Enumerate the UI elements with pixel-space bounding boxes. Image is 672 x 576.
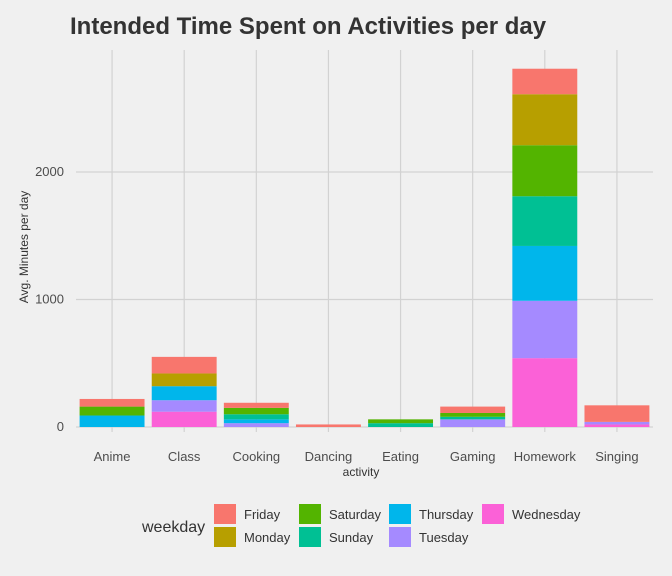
bar-segment: [79, 406, 145, 416]
bar-segment: [512, 358, 578, 427]
legend-label: Monday: [244, 530, 291, 545]
bar-segment: [368, 423, 434, 427]
bar-segment: [223, 407, 289, 415]
legend-swatch: [482, 504, 504, 524]
y-tick-label: 1000: [35, 292, 64, 307]
x-tick-label: Anime: [94, 449, 131, 464]
x-tick-label: Homework: [514, 449, 577, 464]
bar-segment: [584, 424, 650, 427]
legend-label: Wednesday: [512, 507, 581, 522]
bar-segment: [151, 356, 217, 374]
bar-segment: [440, 412, 506, 417]
bar-segment: [79, 415, 145, 427]
legend-label: Thursday: [419, 507, 474, 522]
bar-segment: [368, 419, 434, 424]
x-tick-label: Dancing: [305, 449, 353, 464]
x-tick-label: Class: [168, 449, 201, 464]
bar-segment: [151, 386, 217, 401]
bar-segment: [512, 145, 578, 197]
legend-swatch: [214, 504, 236, 524]
legend-swatch: [299, 527, 321, 547]
bar-segment: [512, 94, 578, 146]
bar-segment: [151, 373, 217, 387]
legend: weekday Friday Monday Saturday Sunday Thursd…: [141, 504, 581, 547]
bar-segment: [223, 402, 289, 408]
bar-segment: [223, 414, 289, 420]
bar-segment: [440, 416, 506, 420]
bars: [79, 68, 650, 427]
legend-title: weekday: [141, 519, 205, 536]
x-tick-label: Eating: [382, 449, 419, 464]
bar-segment: [512, 196, 578, 246]
bar-segment: [223, 419, 289, 424]
bar-segment: [295, 424, 361, 427]
bar-segment: [79, 398, 145, 407]
chart-title: Intended Time Spent on Activities per da…: [70, 13, 547, 40]
bar-segment: [584, 421, 650, 425]
bar-segment: [440, 419, 506, 427]
legend-label: Saturday: [329, 507, 382, 522]
x-tick-label: Gaming: [450, 449, 496, 464]
legend-swatch: [389, 504, 411, 524]
legend-swatch: [214, 527, 236, 547]
bar-segment: [151, 411, 217, 427]
tick-labels: 0 1000 2000 Anime Class Cooking Dancing Eating G…: [35, 164, 639, 464]
bar-segment: [512, 68, 578, 95]
y-tick-label: 0: [57, 419, 64, 434]
x-tick-label: Singing: [595, 449, 638, 464]
x-axis-title: activity: [343, 465, 380, 479]
legend-swatch: [389, 527, 411, 547]
legend-label: Tuesday: [419, 530, 469, 545]
y-axis-title: Avg. Minutes per day: [17, 191, 31, 304]
x-tick-label: Cooking: [232, 449, 280, 464]
legend-swatch: [299, 504, 321, 524]
bar-segment: [223, 423, 289, 427]
legend-label: Sunday: [329, 530, 374, 545]
y-tick-label: 2000: [35, 164, 64, 179]
legend-label: Friday: [244, 507, 281, 522]
bar-segment: [151, 400, 217, 412]
bar-segment: [440, 406, 506, 413]
bar-segment: [512, 245, 578, 301]
bar-segment: [584, 405, 650, 422]
bar-segment: [512, 300, 578, 359]
